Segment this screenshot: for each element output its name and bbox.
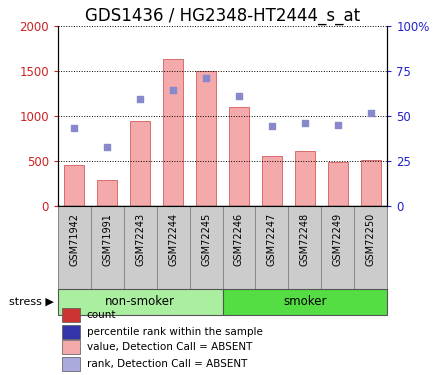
Bar: [288, 206, 321, 289]
Point: [170, 87, 177, 93]
Text: GSM72246: GSM72246: [234, 213, 244, 266]
Title: GDS1436 / HG2348-HT2444_s_at: GDS1436 / HG2348-HT2444_s_at: [85, 7, 360, 25]
Text: non-smoker: non-smoker: [105, 296, 175, 308]
Bar: [361, 160, 380, 206]
Bar: [163, 58, 183, 206]
Point: [235, 93, 243, 99]
Bar: [295, 152, 315, 206]
Bar: [91, 206, 124, 289]
Text: GSM72249: GSM72249: [333, 213, 343, 266]
Bar: [65, 165, 84, 206]
Text: GSM72247: GSM72247: [267, 213, 277, 266]
Text: GSM71942: GSM71942: [69, 213, 79, 266]
Bar: [58, 289, 222, 315]
Point: [137, 96, 144, 102]
Text: smoker: smoker: [283, 296, 327, 308]
Point: [202, 75, 210, 81]
Bar: [130, 121, 150, 206]
Bar: [62, 357, 80, 370]
Text: GSM72243: GSM72243: [135, 213, 145, 266]
Bar: [62, 325, 80, 339]
Bar: [157, 206, 190, 289]
Text: GSM72245: GSM72245: [201, 213, 211, 266]
Point: [334, 122, 341, 128]
Bar: [262, 156, 282, 206]
Bar: [124, 206, 157, 289]
Bar: [354, 206, 387, 289]
Bar: [222, 206, 255, 289]
Bar: [58, 206, 91, 289]
Point: [71, 125, 78, 131]
Bar: [328, 162, 348, 206]
Bar: [222, 289, 387, 315]
Text: GSM72244: GSM72244: [168, 213, 178, 266]
Bar: [62, 308, 80, 322]
Bar: [255, 206, 288, 289]
Text: GSM72248: GSM72248: [300, 213, 310, 266]
Text: rank, Detection Call = ABSENT: rank, Detection Call = ABSENT: [87, 358, 247, 369]
Point: [367, 110, 374, 116]
Bar: [196, 71, 216, 206]
Text: GSM72250: GSM72250: [366, 213, 376, 266]
Point: [301, 120, 308, 126]
Text: GSM71991: GSM71991: [102, 213, 112, 266]
Text: percentile rank within the sample: percentile rank within the sample: [87, 327, 263, 337]
Text: stress ▶: stress ▶: [8, 297, 53, 307]
Text: value, Detection Call = ABSENT: value, Detection Call = ABSENT: [87, 342, 252, 352]
Bar: [229, 107, 249, 206]
Bar: [62, 340, 80, 354]
Bar: [321, 206, 354, 289]
Point: [104, 144, 111, 150]
Point: [268, 123, 275, 129]
Bar: [97, 180, 117, 206]
Bar: [190, 206, 222, 289]
Text: count: count: [87, 310, 116, 320]
